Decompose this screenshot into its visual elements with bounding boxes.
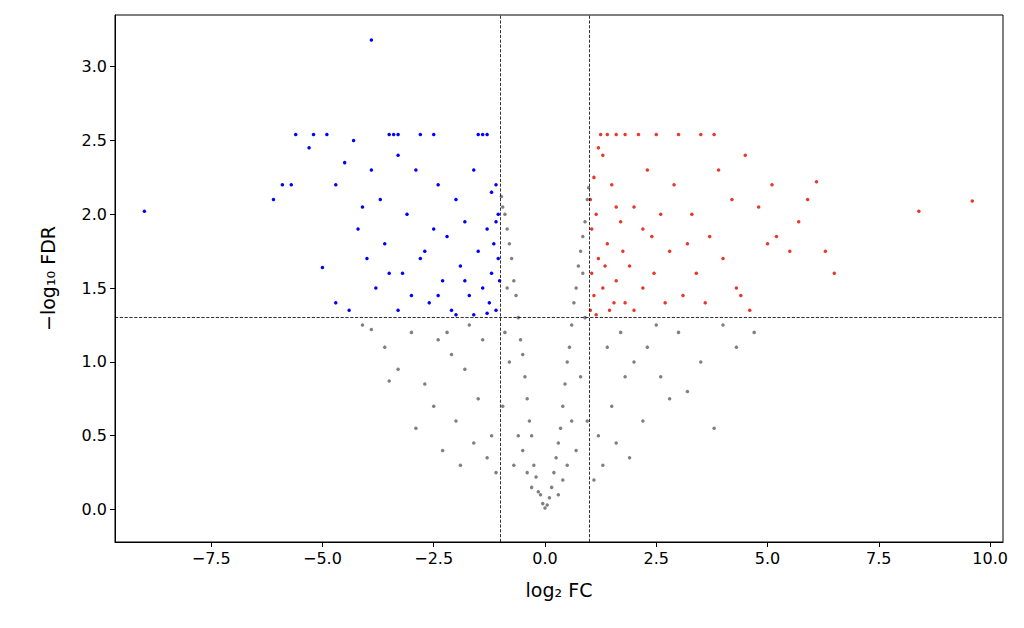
svg-text:log₂ FC: log₂ FC [526, 579, 593, 601]
svg-text:3.0: 3.0 [82, 57, 107, 76]
svg-text:0.0: 0.0 [532, 549, 557, 568]
svg-text:−5.0: −5.0 [303, 549, 342, 568]
svg-text:−2.5: −2.5 [414, 549, 453, 568]
svg-text:2.0: 2.0 [82, 205, 107, 224]
svg-text:2.5: 2.5 [82, 131, 107, 150]
svg-text:0.0: 0.0 [82, 500, 107, 519]
svg-text:10.0: 10.0 [972, 549, 1008, 568]
svg-text:2.5: 2.5 [644, 549, 669, 568]
svg-text:−log₁₀ FDR: −log₁₀ FDR [37, 226, 59, 331]
svg-text:1.5: 1.5 [82, 279, 107, 298]
svg-text:0.5: 0.5 [82, 426, 107, 445]
svg-text:−7.5: −7.5 [192, 549, 231, 568]
svg-text:5.0: 5.0 [755, 549, 780, 568]
svg-text:7.5: 7.5 [866, 549, 891, 568]
svg-text:1.0: 1.0 [82, 352, 107, 371]
